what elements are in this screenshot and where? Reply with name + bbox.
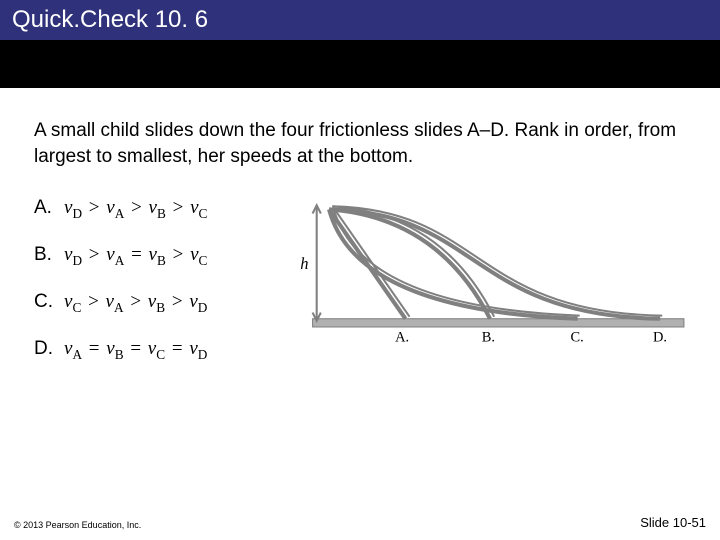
answer-d-letter: D. <box>34 338 64 360</box>
black-bar <box>0 40 720 88</box>
answer-d: D. vA = vB = vC = vD <box>34 338 274 363</box>
title-bar: Quick.Check 10. 6 <box>0 0 720 40</box>
figure-label-a: A. <box>395 330 409 346</box>
answer-c-letter: C. <box>34 291 64 313</box>
slides-figure: h <box>294 197 686 357</box>
slide-d <box>329 207 662 319</box>
answer-b-expr: vD > vA = vB > vC <box>64 244 207 269</box>
answer-c-expr: vC > vA > vB > vD <box>64 291 207 316</box>
answer-c: C. vC > vA > vB > vD <box>34 291 274 316</box>
copyright-text: © 2013 Pearson Education, Inc. <box>14 520 141 530</box>
content-area: A small child slides down the four frict… <box>0 88 720 384</box>
answers-and-figure: A. vD > vA > vB > vC B. vD > vA = <box>34 197 686 384</box>
slide-title: Quick.Check 10. 6 <box>12 6 208 33</box>
answer-a-expr: vD > vA > vB > vC <box>64 197 207 222</box>
answer-b: B. vD > vA = vB > vC <box>34 244 274 269</box>
question-text: A small child slides down the four frict… <box>34 118 686 169</box>
answer-a-letter: A. <box>34 197 64 219</box>
h-label: h <box>300 254 308 273</box>
slide-number: Slide 10-51 <box>640 515 706 530</box>
figure-label-b: B. <box>482 330 495 346</box>
answer-a: A. vD > vA > vB > vC <box>34 197 274 222</box>
slides-svg: h <box>294 197 686 352</box>
ground-rect <box>313 319 684 327</box>
answer-b-letter: B. <box>34 244 64 266</box>
figure-label-d: D. <box>653 330 667 346</box>
slide-c <box>329 208 580 319</box>
answers-list: A. vD > vA > vB > vC B. vD > vA = <box>34 197 274 384</box>
answer-d-expr: vA = vB = vC = vD <box>64 338 207 363</box>
figure-label-c: C. <box>570 330 583 346</box>
